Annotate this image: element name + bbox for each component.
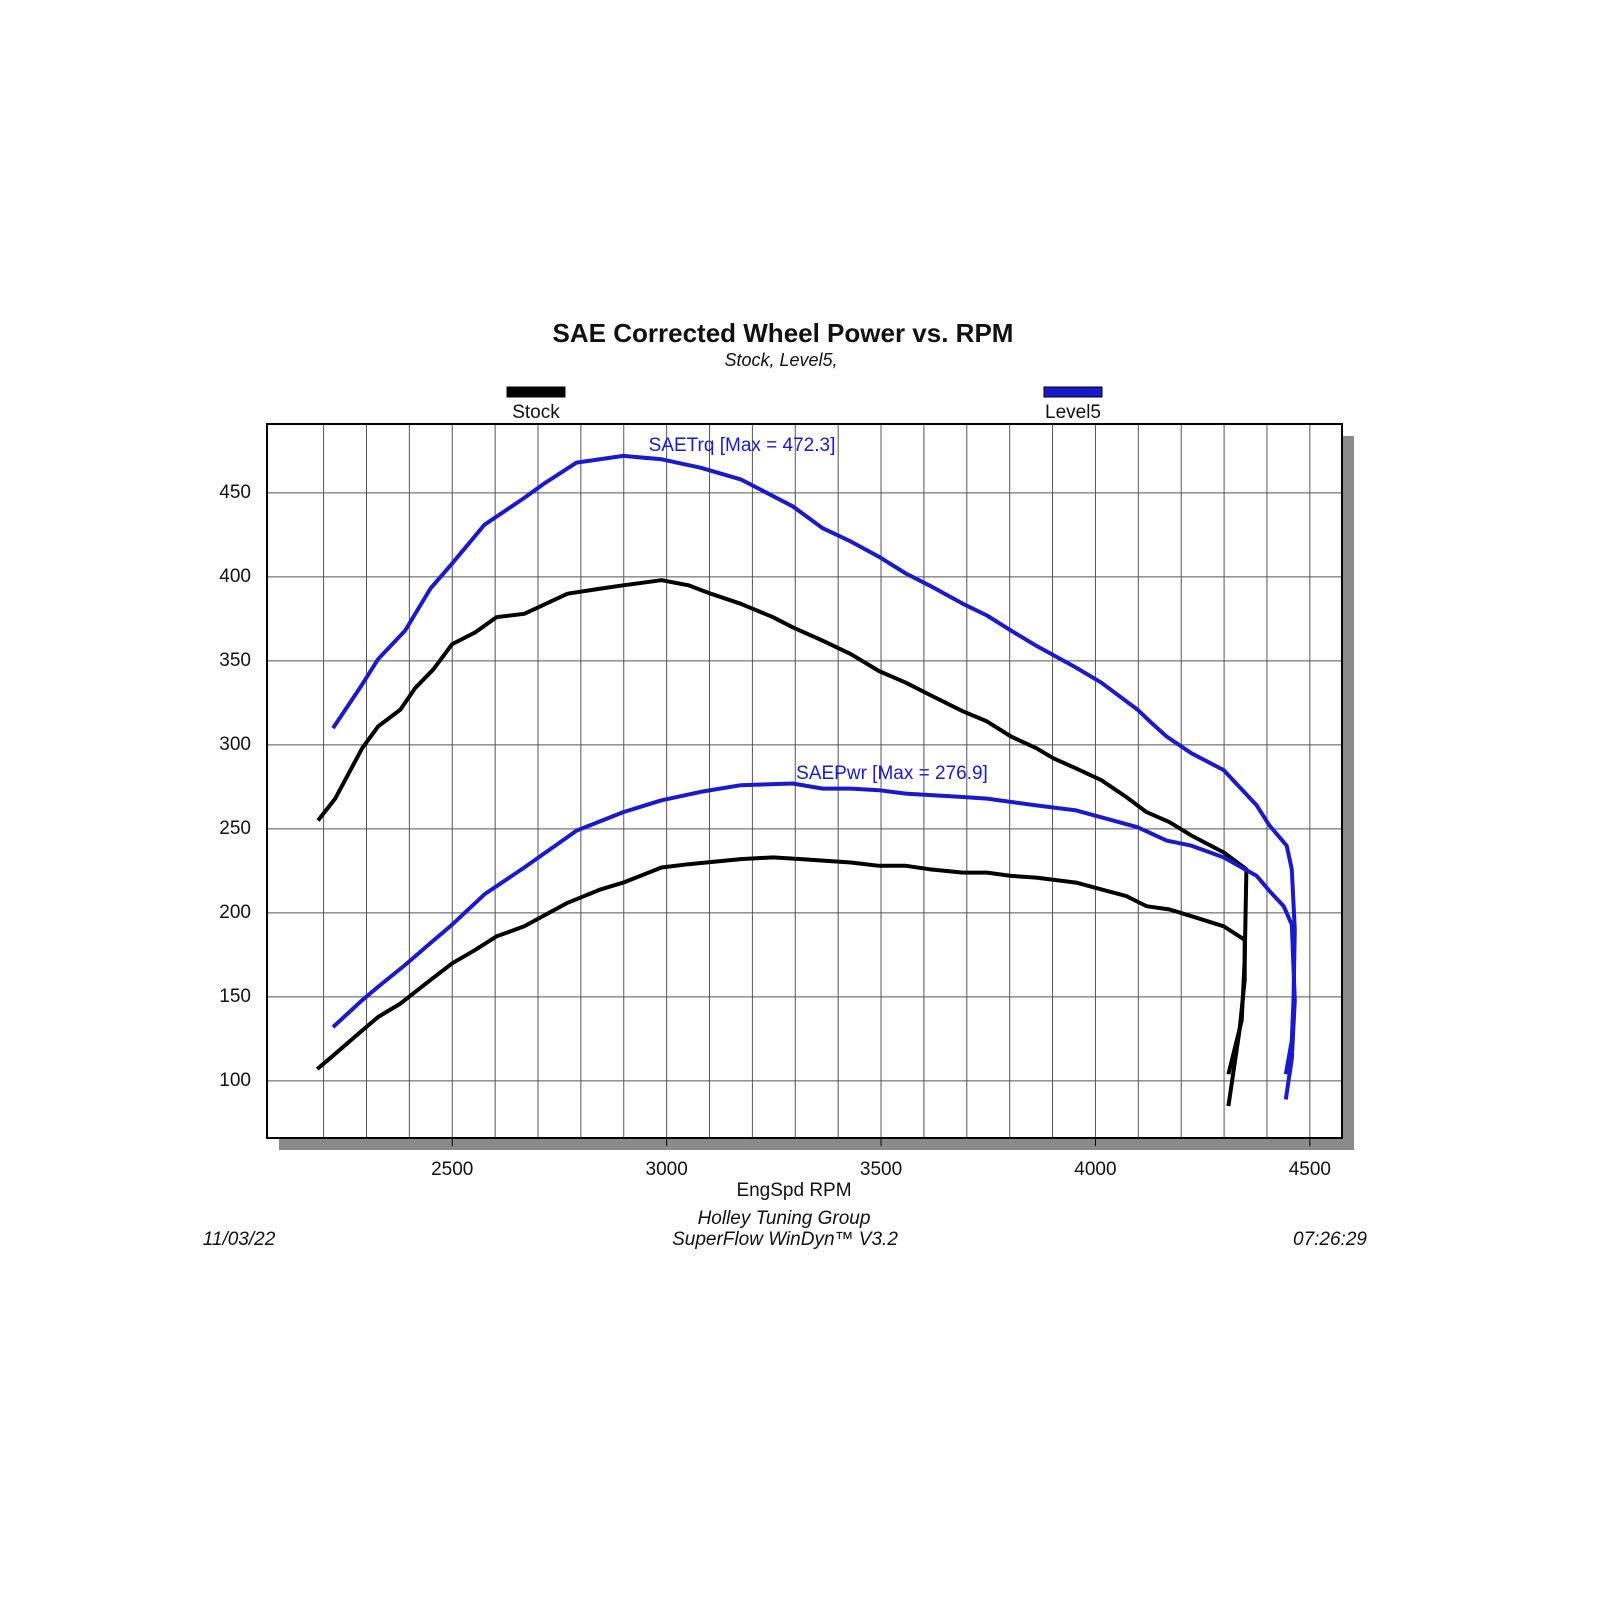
footer-line: SuperFlow WinDyn™ V3.2 [672, 1229, 898, 1250]
x-tick-label: 4500 [1289, 1159, 1331, 1180]
y-tick-label: 350 [219, 650, 251, 671]
x-tick-label: 2500 [431, 1159, 473, 1180]
legend-swatch [506, 386, 566, 398]
footer-line: Holley Tuning Group [698, 1208, 871, 1229]
chart-title: SAE Corrected Wheel Power vs. RPM [553, 318, 1014, 348]
x-tick-label: 3500 [860, 1159, 902, 1180]
legend-swatch [1043, 386, 1103, 398]
y-tick-label: 200 [219, 902, 251, 923]
y-tick-label: 250 [219, 818, 251, 839]
data-line [331, 781, 1297, 1100]
data-line [315, 855, 1247, 1107]
plot-frame [266, 423, 1343, 1139]
time: 07:26:29 [1293, 1229, 1367, 1250]
chart-subtitle: Stock, Level5, [724, 350, 837, 370]
data-line [331, 453, 1297, 1075]
x-axis-label: EngSpd RPM [736, 1180, 851, 1201]
annotation: SAEPwr [Max = 276.9] [796, 763, 988, 784]
plot-area [267, 424, 1342, 1138]
x-tick-label: 3000 [646, 1159, 688, 1180]
legend-label: Level5 [1045, 402, 1101, 423]
annotation: SAETrq [Max = 472.3] [649, 435, 836, 456]
y-tick-label: 450 [219, 482, 251, 503]
y-tick-label: 150 [219, 986, 251, 1007]
y-tick-label: 100 [219, 1070, 251, 1091]
date: 11/03/22 [203, 1229, 276, 1250]
x-tick-label: 4000 [1074, 1159, 1116, 1180]
legend-label: Stock [512, 402, 560, 423]
data-line [316, 578, 1249, 1075]
y-tick-label: 400 [219, 566, 251, 587]
y-tick-label: 300 [219, 734, 251, 755]
